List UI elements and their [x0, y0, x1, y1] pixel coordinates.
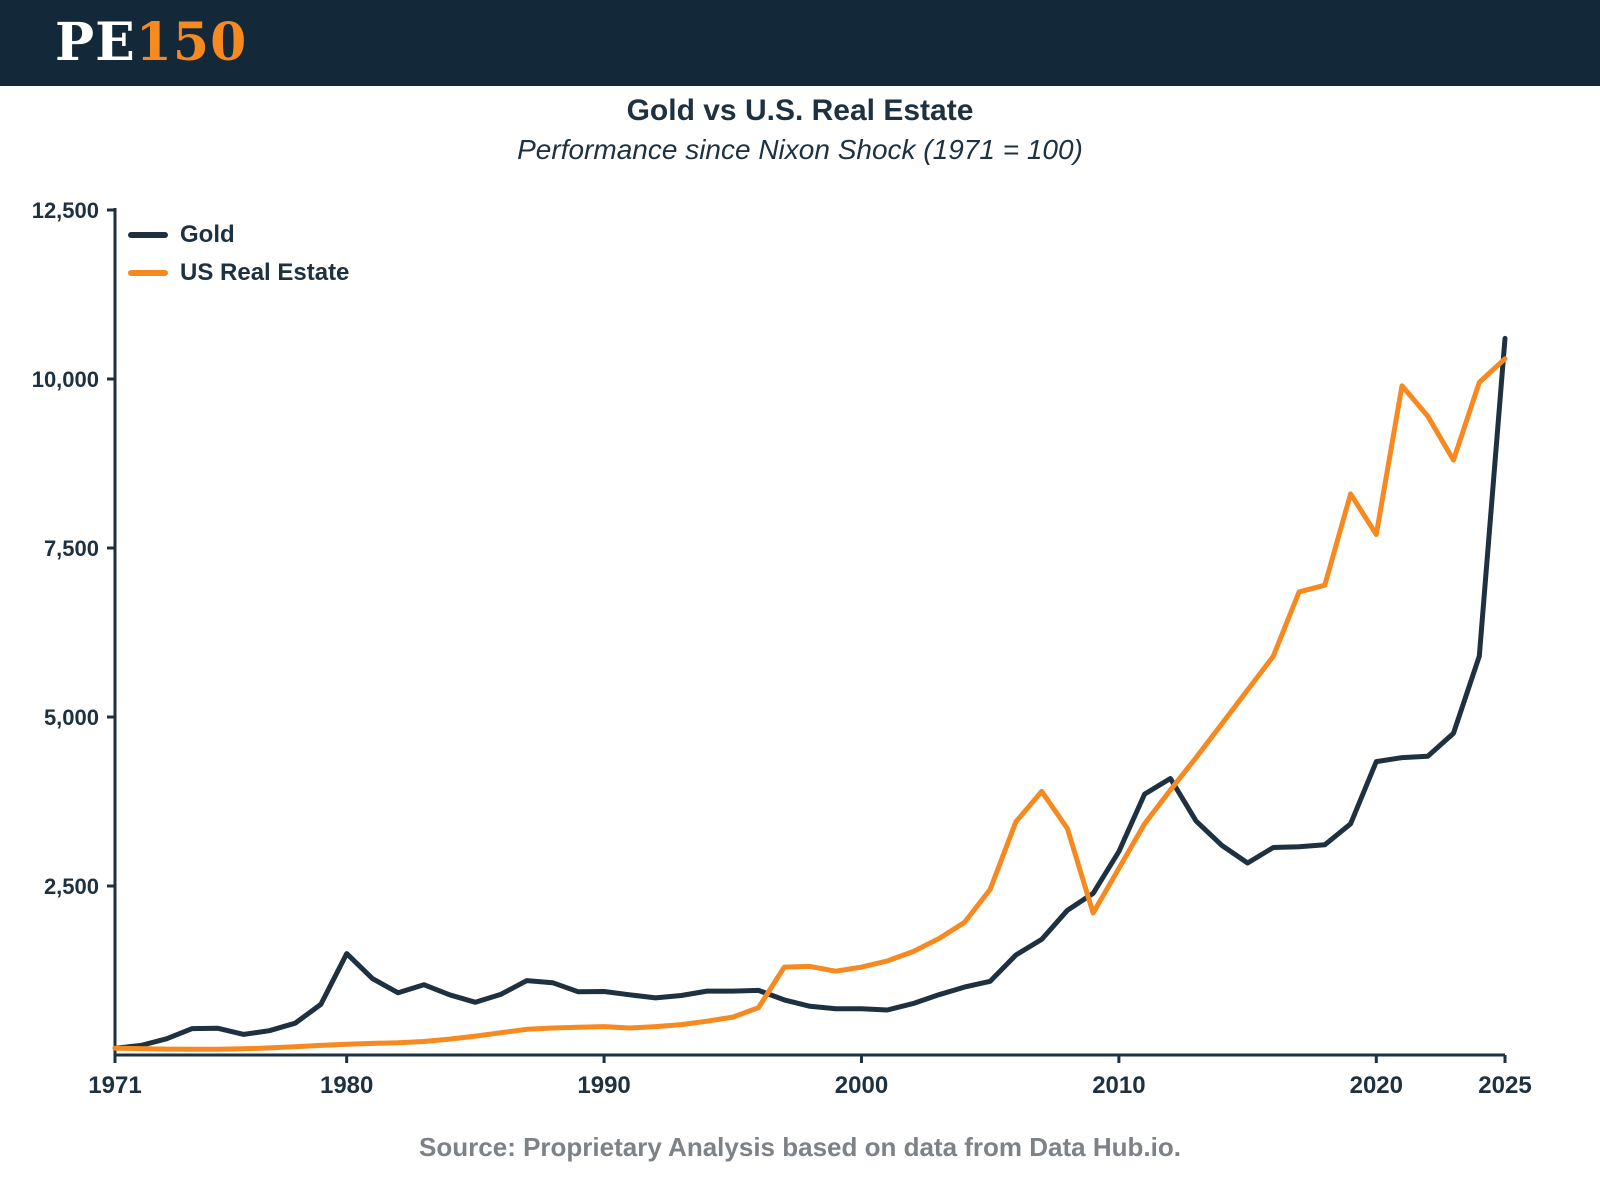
series-line-us-real-estate [112, 356, 1508, 1052]
legend-label-real-estate: US Real Estate [180, 259, 350, 286]
series-line-gold [112, 335, 1508, 1051]
chart-area: 2,500 5,000 7,500 10,000 12,500 1971 1980 1990 2… [0, 185, 1600, 1115]
legend: Gold US Real Estate [128, 223, 349, 285]
line-chart: 2,500 5,000 7,500 10,000 12,500 1971 1980 1990 2… [32, 198, 1532, 1099]
x-tick-label: 2010 [1092, 1072, 1145, 1099]
y-tick-label: 2,500 [44, 874, 99, 899]
gold-line-swatch [128, 232, 168, 238]
y-tick-label: 7,500 [44, 536, 99, 561]
source-note: Source: Proprietary Analysis based on da… [419, 1132, 1181, 1162]
chart-title: Gold vs U.S. Real Estate [626, 94, 974, 127]
legend-item-gold: Gold [128, 223, 349, 247]
legend-item-real-estate: US Real Estate [128, 261, 349, 285]
logo-150-text: 150 [135, 12, 248, 73]
x-tick-label: 2020 [1350, 1072, 1403, 1099]
x-tick-label: 1980 [320, 1072, 373, 1099]
pe150-logo: PE150 [55, 17, 247, 69]
x-tick-label: 1971 [88, 1072, 141, 1099]
y-tick-label: 5,000 [44, 705, 99, 730]
x-tick-label: 2000 [835, 1072, 888, 1099]
x-tick-label: 2025 [1478, 1072, 1531, 1099]
y-tick-label: 12,500 [32, 198, 99, 223]
header-bar: PE150 [0, 0, 1600, 86]
real-estate-line-swatch [128, 270, 168, 276]
x-tick-label: 1990 [577, 1072, 630, 1099]
y-tick-label: 10,000 [32, 367, 99, 392]
chart-subtitle: Performance since Nixon Shock (1971 = 10… [517, 134, 1083, 165]
legend-label-gold: Gold [180, 221, 235, 248]
logo-pe-text: PE [55, 12, 136, 73]
